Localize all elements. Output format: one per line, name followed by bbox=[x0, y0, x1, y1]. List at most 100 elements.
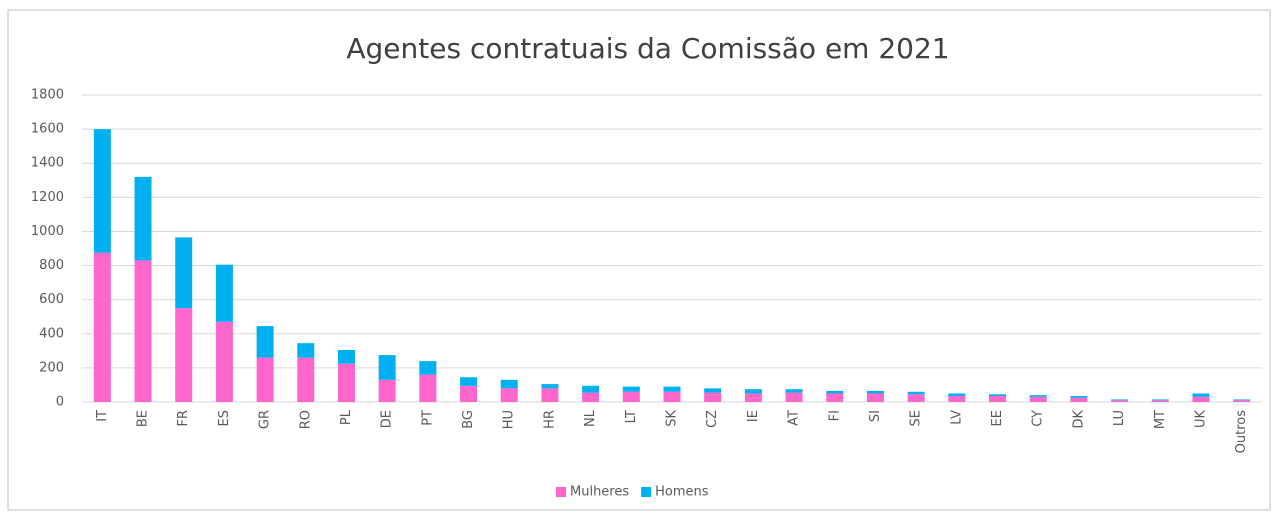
x-tick-label: SK bbox=[665, 410, 680, 427]
bar-segment bbox=[175, 308, 193, 402]
y-tick-label: 1000 bbox=[31, 224, 64, 239]
bar-segment bbox=[1029, 395, 1047, 397]
x-tick-label: DE bbox=[380, 410, 395, 428]
bar-segment bbox=[1233, 400, 1251, 402]
y-tick-label: 1400 bbox=[31, 156, 64, 171]
bar-segment bbox=[663, 391, 681, 402]
bar-segment bbox=[93, 129, 111, 253]
bar-segment bbox=[785, 392, 803, 402]
bar-segment bbox=[1029, 396, 1047, 402]
x-tick-label: IT bbox=[95, 410, 110, 422]
bar-segment bbox=[215, 264, 233, 322]
bar-segment bbox=[1192, 393, 1210, 397]
bar-segment bbox=[866, 393, 884, 402]
bar-segment bbox=[826, 390, 844, 394]
bar-segment bbox=[297, 357, 315, 402]
x-tick-label: LV bbox=[949, 410, 964, 425]
bar-segment bbox=[1070, 397, 1088, 402]
bar-segment bbox=[826, 393, 844, 402]
x-tick-label: BG bbox=[461, 410, 476, 429]
x-tick-label: MT bbox=[1153, 410, 1168, 429]
bar-segment bbox=[297, 343, 315, 358]
bar-segment bbox=[134, 176, 152, 261]
bar-segment bbox=[989, 394, 1007, 397]
bar-segment bbox=[460, 377, 478, 386]
bar-segment bbox=[704, 392, 722, 402]
x-tick-label: DK bbox=[1071, 410, 1086, 429]
y-tick-label: 1600 bbox=[31, 122, 64, 137]
x-tick-label: HR bbox=[542, 410, 557, 429]
bar-segment bbox=[948, 393, 966, 397]
x-tick-label: LT bbox=[624, 410, 639, 423]
y-tick-label: 800 bbox=[39, 258, 64, 273]
bar-segment bbox=[378, 355, 396, 380]
x-tick-label: PL bbox=[339, 409, 354, 425]
bar-segment bbox=[378, 379, 396, 402]
x-tick-label: IE bbox=[746, 410, 761, 422]
x-tick-label: SI bbox=[868, 410, 883, 422]
x-tick-label: BE bbox=[136, 410, 151, 427]
x-tick-label: GR bbox=[258, 410, 273, 429]
x-tick-label: ES bbox=[217, 410, 232, 426]
bar-segment bbox=[337, 363, 355, 402]
x-tick-label: CZ bbox=[705, 410, 720, 428]
bar-segment bbox=[215, 321, 233, 402]
bar-segment bbox=[541, 388, 559, 402]
y-tick-label: 1800 bbox=[31, 88, 64, 103]
bar-segment bbox=[744, 389, 762, 394]
bar-segment bbox=[500, 379, 518, 389]
x-tick-label: CY bbox=[1031, 410, 1046, 427]
bar-segment bbox=[1070, 396, 1088, 398]
y-tick-label: 600 bbox=[39, 292, 64, 307]
x-tick-label: UK bbox=[1193, 410, 1208, 429]
x-tick-label: FI bbox=[827, 410, 842, 421]
x-tick-label: LU bbox=[1112, 410, 1127, 426]
bar-segment bbox=[1192, 396, 1210, 402]
bar-segment bbox=[948, 396, 966, 402]
bar-segment bbox=[1111, 400, 1129, 402]
bar-segment bbox=[256, 326, 274, 358]
x-tick-label: RO bbox=[298, 410, 313, 429]
bar-segment bbox=[134, 260, 152, 402]
bar-segment bbox=[744, 393, 762, 402]
legend-swatch bbox=[641, 487, 652, 497]
y-tick-label: 200 bbox=[39, 360, 64, 375]
x-tick-label: Outros bbox=[1234, 410, 1249, 454]
x-tick-label: SE bbox=[909, 410, 924, 426]
bar-segment bbox=[500, 388, 518, 402]
legend-label: Homens bbox=[655, 485, 709, 500]
bar-segment bbox=[582, 385, 600, 393]
bar-segment bbox=[622, 386, 640, 392]
x-tick-label: PT bbox=[420, 410, 435, 426]
bar-segment bbox=[907, 391, 925, 395]
x-tick-label: NL bbox=[583, 409, 598, 427]
bar-segment bbox=[866, 390, 884, 394]
bar-segment bbox=[541, 384, 559, 389]
bar-segment bbox=[1111, 399, 1129, 401]
bar-segment bbox=[337, 349, 355, 364]
bar-segment bbox=[419, 361, 437, 375]
x-tick-label: FR bbox=[176, 410, 191, 427]
y-tick-label: 1200 bbox=[31, 190, 64, 205]
chart-title: Agentes contratuais da Comissão em 2021 bbox=[346, 32, 949, 65]
x-tick-label: AT bbox=[787, 410, 802, 426]
bar-segment bbox=[93, 252, 111, 402]
x-tick-label: EE bbox=[990, 410, 1005, 426]
bar-segment bbox=[419, 374, 437, 402]
chart-frame bbox=[7, 9, 1271, 511]
bar-segment bbox=[460, 385, 478, 402]
x-tick-label: HU bbox=[502, 410, 517, 429]
legend-swatch bbox=[556, 487, 566, 497]
y-tick-label: 400 bbox=[39, 326, 64, 341]
bar-segment bbox=[907, 394, 925, 402]
y-tick-label: 0 bbox=[56, 395, 64, 410]
bar-segment bbox=[704, 388, 722, 393]
bar-segment bbox=[622, 391, 640, 402]
bar-segment bbox=[256, 357, 274, 402]
bar-segment bbox=[1151, 399, 1169, 401]
bar-segment bbox=[175, 237, 193, 309]
bar-segment bbox=[785, 389, 803, 393]
bar-segment bbox=[663, 386, 681, 392]
bar-segment bbox=[1233, 399, 1251, 401]
